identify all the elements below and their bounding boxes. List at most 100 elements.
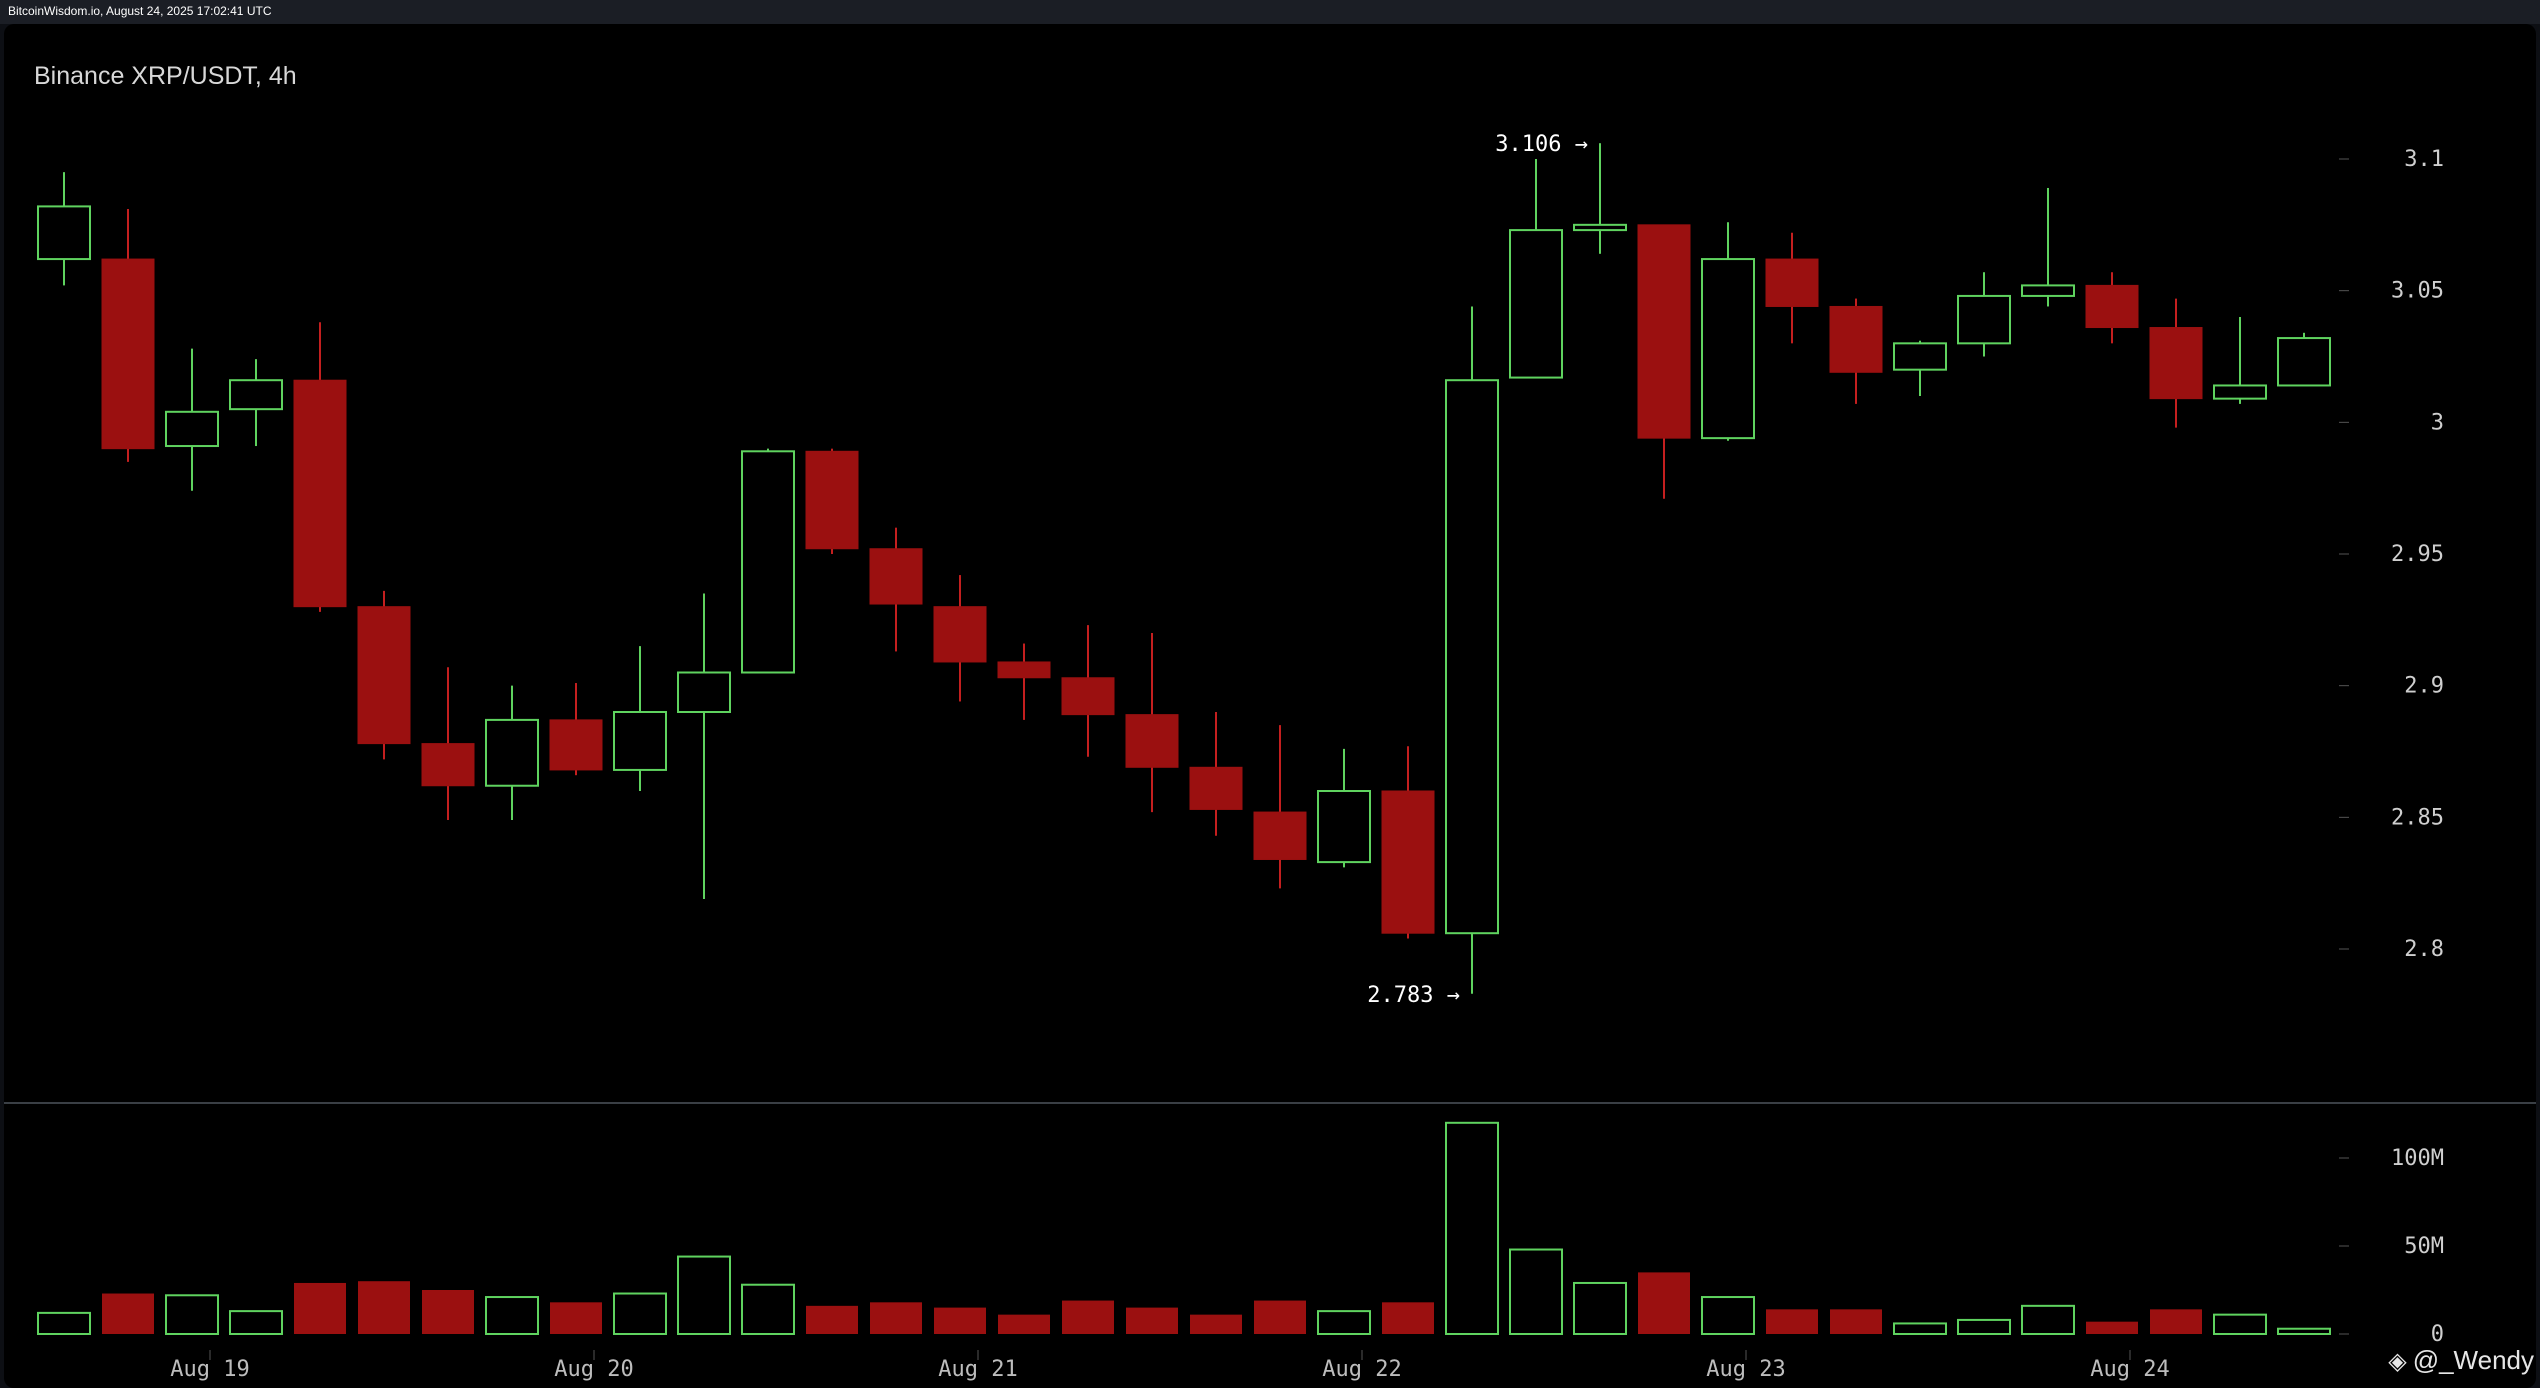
volume-bar-up	[1317, 1310, 1371, 1335]
price-marker-label: 2.783 →	[1367, 983, 1460, 1008]
candle-down	[101, 209, 155, 462]
date-label: Aug 20	[554, 1357, 633, 1382]
candle-body	[1765, 258, 1819, 307]
candle-body	[1573, 223, 1627, 232]
candle-body	[421, 743, 475, 787]
candle-body	[997, 661, 1051, 679]
date-label: Aug 24	[2090, 1357, 2169, 1382]
date-axis: Aug 19 Aug 20 Aug 21 Aug 22 Aug 23 Aug 24	[170, 1350, 2170, 1382]
candle-body	[1893, 342, 1947, 371]
candle-up	[2021, 187, 2075, 307]
candle-body	[1637, 224, 1691, 439]
candle-down	[1829, 298, 1883, 404]
price-tick-label: 3.05	[2391, 279, 2444, 304]
candle-body	[165, 410, 219, 448]
price-tick-label: 3	[2431, 410, 2444, 435]
candle-body	[741, 450, 795, 674]
candle-up	[613, 646, 667, 791]
candle-body	[1829, 305, 1883, 373]
candle-body	[1701, 258, 1755, 440]
volume-bar-down	[1638, 1272, 1690, 1334]
price-tick-label: 2.95	[2391, 542, 2444, 567]
candle-body	[2085, 284, 2139, 329]
candle-body	[1125, 714, 1179, 768]
candle-down	[1381, 746, 1435, 939]
volume-bar-down	[550, 1302, 602, 1334]
candle-up	[2277, 332, 2331, 387]
date-label: Aug 22	[1322, 1357, 1401, 1382]
volume-bar-down	[422, 1290, 474, 1334]
candle-down	[2149, 298, 2203, 428]
candle-body	[357, 606, 411, 745]
price-axis: 2.8 2.85 2.9 2.95 3 3.05 3.1	[2339, 147, 2444, 962]
price-tick-label: 2.85	[2391, 805, 2444, 830]
candle-down	[805, 448, 859, 554]
volume-axis: 0 50M 100M	[2339, 1146, 2444, 1347]
chart-frame: 2.8 2.85 2.9 2.95 3 3.05 3.1 0 50M 100M 3.106 → 2…	[4, 24, 2536, 1388]
candle-down	[1061, 625, 1115, 757]
candle-up	[165, 348, 219, 491]
candle-up	[1445, 306, 1499, 994]
candle-body	[1381, 790, 1435, 934]
candle-down	[933, 575, 987, 702]
candle-down	[1125, 633, 1179, 813]
volume-bar-up	[1957, 1318, 2011, 1336]
volume-bar-down	[2150, 1309, 2202, 1334]
price-tick-label: 2.9	[2404, 674, 2444, 699]
candle-body	[1445, 379, 1499, 935]
candle-body	[2149, 327, 2203, 400]
candle-body	[2213, 384, 2267, 400]
volume-tick-label: 0	[2431, 1322, 2444, 1347]
volume-bars-layer	[37, 1121, 2331, 1336]
volume-bar-down	[1830, 1309, 1882, 1334]
volume-bar-down	[358, 1281, 410, 1334]
candle-up	[741, 448, 795, 674]
volume-tick-label: 100M	[2391, 1146, 2444, 1171]
candle-body	[1317, 790, 1371, 864]
volume-bar-up	[2277, 1327, 2331, 1335]
candle-body	[101, 258, 155, 450]
candle-down	[357, 590, 411, 760]
candle-up	[1893, 340, 1947, 396]
candle-down	[1637, 224, 1691, 499]
volume-bar-up	[1701, 1296, 1755, 1336]
candle-down	[2085, 272, 2139, 344]
candle-body	[1061, 677, 1115, 716]
candle-body	[485, 718, 539, 787]
volume-bar-up	[2213, 1313, 2267, 1336]
volume-bar-down	[934, 1307, 986, 1334]
volume-bar-down	[1382, 1302, 1434, 1334]
candle-body	[613, 711, 667, 771]
volume-bar-up	[485, 1296, 539, 1336]
candle-body	[933, 606, 987, 663]
chart-title: Binance XRP/USDT, 4h	[34, 62, 297, 90]
candle-down	[997, 643, 1051, 720]
volume-bar-up	[229, 1310, 283, 1335]
source-timestamp: BitcoinWisdom.io, August 24, 2025 17:02:…	[8, 4, 272, 18]
volume-bar-down	[1126, 1307, 1178, 1334]
candle-body	[229, 379, 283, 411]
price-markers-layer: 3.106 → 2.783 →	[1367, 132, 1588, 1008]
candle-down	[1189, 712, 1243, 836]
volume-bar-down	[870, 1302, 922, 1334]
volume-bar-up	[677, 1255, 731, 1336]
volume-bar-down	[1190, 1314, 1242, 1334]
candle-body	[869, 548, 923, 605]
candle-up	[1701, 222, 1755, 441]
candlestick-chart: 2.8 2.85 2.9 2.95 3 3.05 3.1 0 50M 100M 3.106 → 2…	[4, 132, 2536, 1382]
volume-bar-up	[1573, 1281, 1627, 1335]
top-bar: BitcoinWisdom.io, August 24, 2025 17:02:…	[0, 0, 2540, 24]
volume-bar-up	[37, 1311, 91, 1336]
volume-bar-up	[741, 1283, 795, 1335]
candle-body	[37, 205, 91, 261]
candle-up	[677, 593, 731, 899]
candle-up	[1317, 748, 1371, 868]
volume-bar-down	[2086, 1321, 2138, 1334]
candle-body	[549, 719, 603, 771]
date-label: Aug 23	[1706, 1357, 1785, 1382]
candle-up	[1957, 272, 2011, 357]
price-tick-label: 3.1	[2404, 147, 2444, 172]
candle-up	[1509, 159, 1563, 379]
volume-bar-down	[1062, 1300, 1114, 1334]
diamond-logo-icon: ◈	[2388, 1348, 2407, 1375]
